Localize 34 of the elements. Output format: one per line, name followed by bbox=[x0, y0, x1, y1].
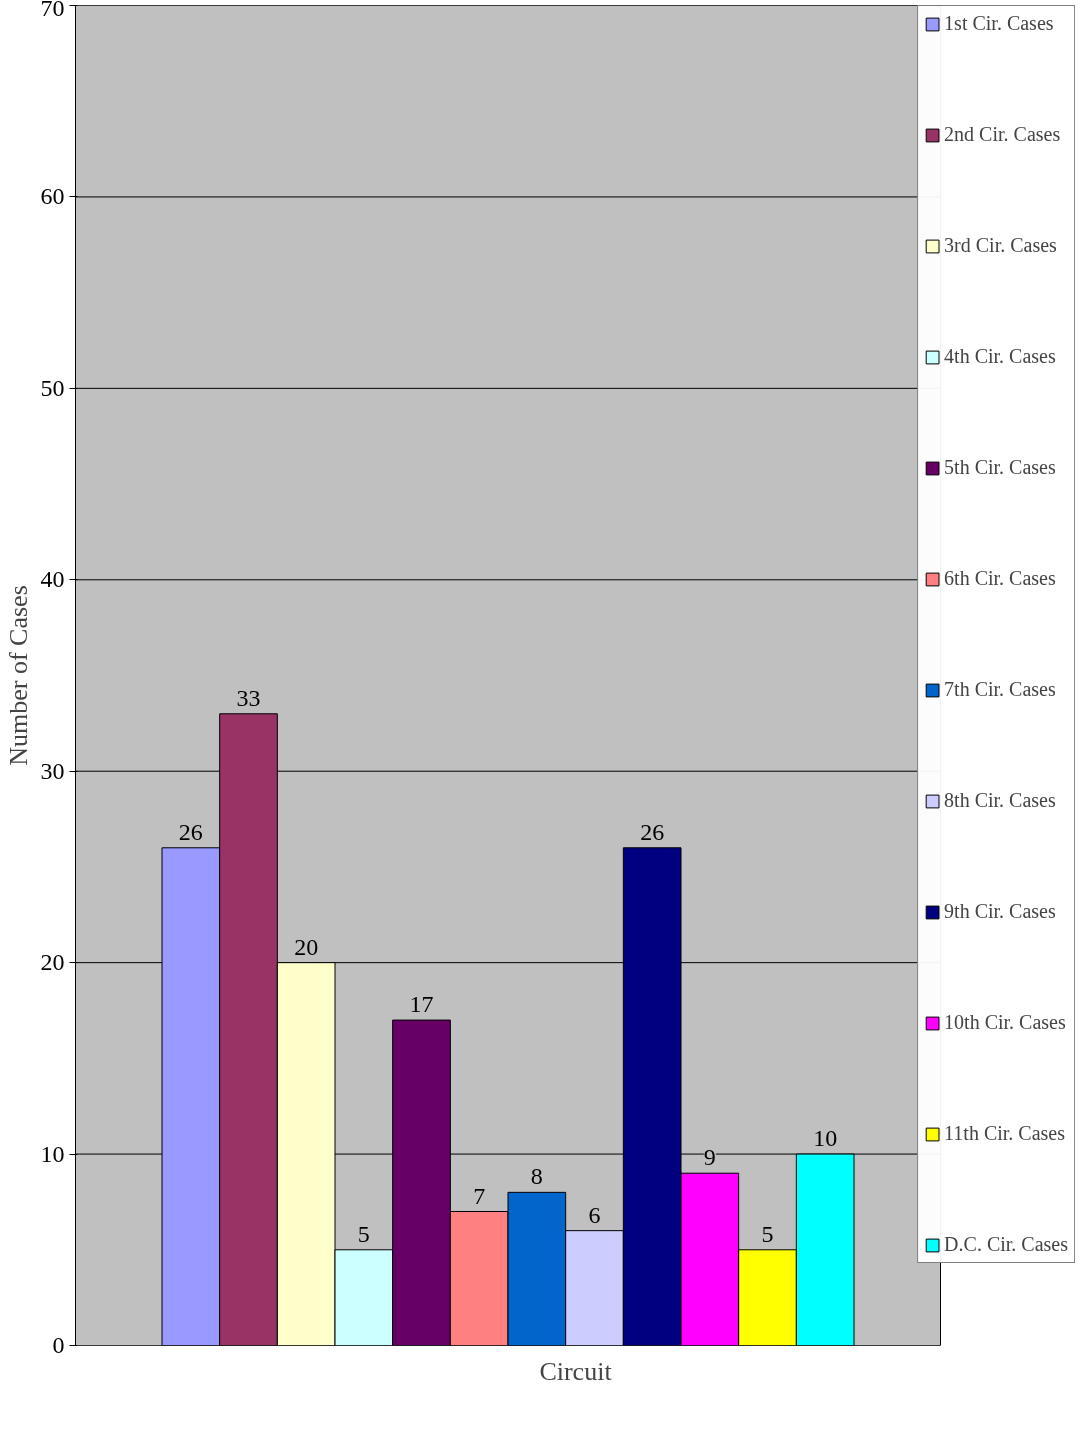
data-label: 5 bbox=[357, 1220, 370, 1247]
data-label: 26 bbox=[178, 818, 203, 845]
y-tick-label: 50 bbox=[40, 374, 65, 401]
legend-label: 1st Cir. Cases bbox=[944, 12, 1054, 35]
legend-label: 2nd Cir. Cases bbox=[944, 123, 1061, 146]
y-axis-title: Number of Cases bbox=[3, 585, 33, 766]
data-label: 7 bbox=[473, 1182, 486, 1209]
y-tick-label: 20 bbox=[40, 949, 65, 976]
legend-label: 6th Cir. Cases bbox=[944, 567, 1056, 590]
legend-label: 8th Cir. Cases bbox=[944, 789, 1056, 812]
data-label: 20 bbox=[294, 933, 319, 960]
y-tick-label: 0 bbox=[52, 1332, 65, 1358]
y-tick-label: 60 bbox=[40, 183, 65, 210]
data-label: 33 bbox=[236, 684, 261, 711]
legend-label: D.C. Cir. Cases bbox=[944, 1233, 1068, 1256]
legend-label: 7th Cir. Cases bbox=[944, 678, 1056, 701]
data-label: 8 bbox=[530, 1163, 543, 1190]
x-axis-title: Circuit bbox=[539, 1356, 613, 1386]
legend-label: 4th Cir. Cases bbox=[944, 345, 1056, 368]
data-label: 17 bbox=[409, 991, 434, 1018]
y-tick-label: 40 bbox=[40, 566, 65, 593]
legend-label: 5th Cir. Cases bbox=[944, 456, 1056, 479]
legend-label: 11th Cir. Cases bbox=[944, 1122, 1066, 1145]
y-tick-label: 30 bbox=[40, 757, 65, 784]
data-label: 26 bbox=[640, 818, 665, 845]
legend-label: 9th Cir. Cases bbox=[944, 900, 1056, 923]
data-label: 10 bbox=[813, 1125, 838, 1152]
legend-label: 3rd Cir. Cases bbox=[944, 234, 1057, 257]
data-label: 5 bbox=[761, 1220, 774, 1247]
y-tick-label: 70 bbox=[40, 0, 65, 21]
data-label: 9 bbox=[703, 1144, 716, 1171]
y-tick-label: 10 bbox=[40, 1140, 65, 1167]
legend-label: 10th Cir. Cases bbox=[944, 1011, 1066, 1034]
data-label: 6 bbox=[588, 1201, 601, 1228]
